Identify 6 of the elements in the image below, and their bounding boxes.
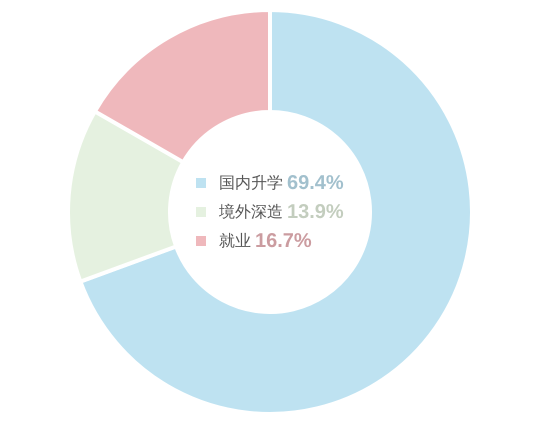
data-label: 13.9% — [287, 201, 344, 223]
legend-label: 就业 — [219, 232, 251, 250]
legend-label: 境外深造 — [218, 203, 283, 221]
data-label: 16.7% — [255, 230, 312, 252]
legend-label: 国内升学 — [219, 174, 283, 192]
data-label: 69.4% — [287, 172, 344, 194]
